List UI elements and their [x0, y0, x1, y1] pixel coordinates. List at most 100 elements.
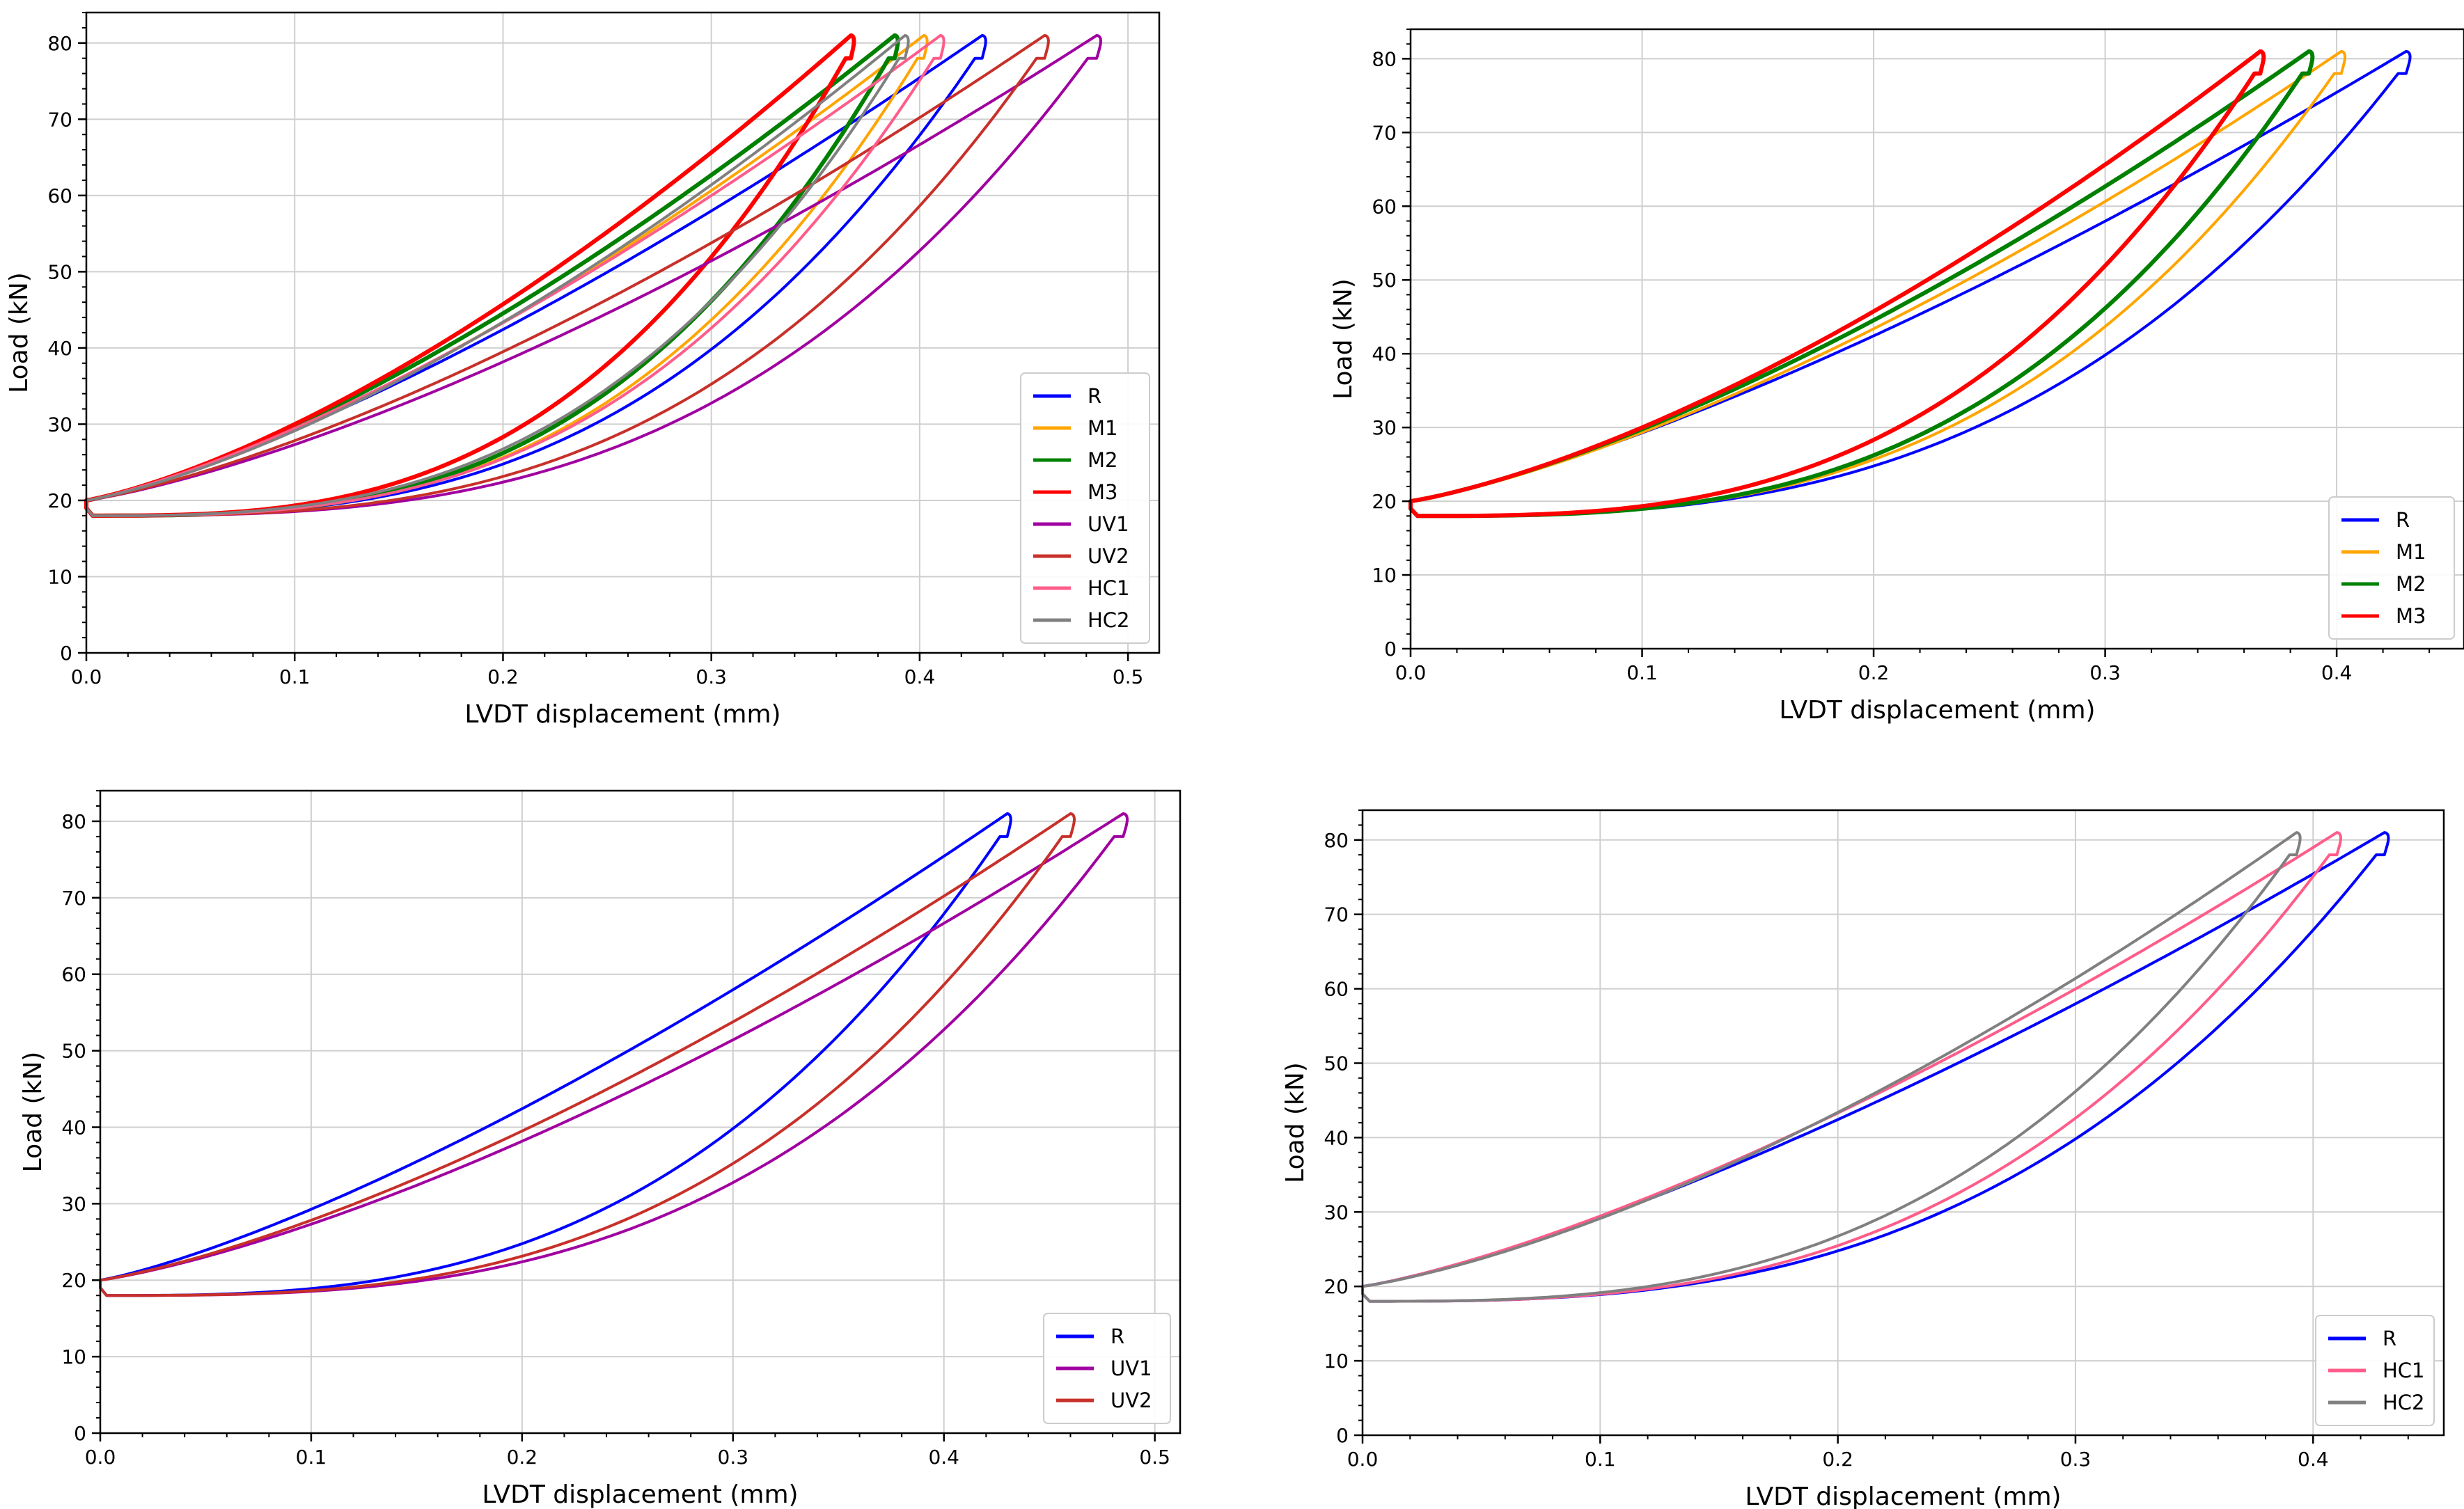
legend-box: [1020, 372, 1150, 644]
series-line-r: [99, 812, 1012, 1297]
y-axis-label: Load (kN): [19, 1052, 47, 1173]
x-tick-label: 0.1: [279, 665, 311, 688]
y-tick-label: 0: [1384, 638, 1397, 661]
series-line-m3: [1408, 49, 2266, 519]
legend-label-hc2: HC2: [2383, 1391, 2425, 1414]
series-line-hc2: [85, 33, 910, 517]
y-tick-label: 30: [47, 413, 72, 436]
legend: R UV1 UV2: [1043, 1313, 1171, 1424]
y-tick-label: 70: [47, 108, 72, 131]
axes-frame: [99, 789, 1182, 1435]
x-tick-label: 0.2: [507, 1446, 538, 1469]
y-tick-label: 30: [1324, 1201, 1349, 1224]
legend-label-r: R: [1111, 1325, 1124, 1348]
series-line-r: [85, 33, 987, 517]
y-tick-label: 10: [61, 1345, 86, 1368]
y-tick-label: 30: [1372, 416, 1397, 439]
x-tick-label: 0.4: [904, 665, 936, 688]
x-axis-label: LVDT displacement (mm): [464, 700, 780, 729]
x-tick-label: 0.1: [1585, 1448, 1616, 1471]
y-tick-label: 40: [1324, 1126, 1349, 1149]
series-line-hc2: [1361, 831, 2302, 1303]
legend-label-m1: M1: [1088, 416, 1117, 440]
legend-label-uv2: UV2: [1088, 544, 1129, 568]
series-group: [1408, 49, 2412, 519]
chart-panel-r-uv-series: 0.0 0.1 0.2 0.3 0.4 0.5 0 10 20 30 40 50 60 70 80 LVDT …: [19, 789, 1182, 1509]
y-tick-label: 80: [61, 810, 86, 833]
legend: R M1 M2 M3: [2328, 496, 2455, 640]
x-tick-label: 0.4: [2298, 1448, 2329, 1471]
legend-label-m3: M3: [2396, 604, 2426, 628]
y-tick-label: 80: [1324, 829, 1349, 852]
y-tick-label: 50: [61, 1040, 86, 1063]
x-tick-label: 0.1: [1626, 661, 1658, 684]
y-tick-label: 70: [1372, 121, 1397, 144]
series-line-uv2: [85, 33, 1050, 517]
y-tick-label: 10: [1324, 1350, 1349, 1373]
x-axis-label: LVDT displacement (mm): [1745, 1483, 2061, 1509]
x-axis-label: LVDT displacement (mm): [1779, 696, 2095, 725]
x-tick-label: 0.3: [718, 1446, 749, 1469]
series-line-uv2: [99, 812, 1076, 1297]
legend-label-hc1: HC1: [1088, 576, 1130, 600]
y-tick-label: 20: [61, 1269, 86, 1292]
series-line-uv1: [99, 812, 1129, 1297]
legend-label-m1: M1: [2396, 540, 2426, 564]
y-tick-label: 70: [1324, 903, 1349, 926]
legend: R HC1 HC2: [2315, 1315, 2435, 1426]
y-tick-label: 60: [61, 963, 86, 986]
x-tick-label: 0.0: [85, 1446, 116, 1469]
legend-label-m2: M2: [2396, 572, 2426, 596]
y-tick-label: 50: [1372, 269, 1397, 292]
legend: R M1 M2 M3 UV1 UV2 HC1 HC2: [1020, 372, 1150, 644]
y-tick-label: 30: [61, 1192, 86, 1215]
x-tick-label: 0.3: [696, 665, 727, 688]
chart-panel-r-hc-series: 0.0 0.1 0.2 0.3 0.4 0 10 20 30 40 50 60 70 80 LVDT dis…: [1281, 809, 2445, 1509]
x-tick-label: 0.1: [296, 1446, 327, 1469]
y-tick-label: 80: [47, 32, 72, 55]
y-tick-label: 60: [1324, 978, 1349, 1001]
series-group: [99, 812, 1129, 1297]
x-tick-label: 0.0: [1395, 661, 1427, 684]
series-group: [1361, 831, 2390, 1303]
x-tick-label: 0.4: [928, 1446, 959, 1469]
series-group: [84, 33, 1102, 518]
y-tick-label: 40: [61, 1116, 86, 1139]
x-tick-label: 0.2: [1858, 661, 1890, 684]
y-tick-label: 60: [47, 184, 72, 207]
legend-label-r: R: [1088, 384, 1101, 408]
x-tick-label: 0.2: [1822, 1448, 1853, 1471]
y-tick-label: 40: [1372, 342, 1397, 365]
legend-label-hc2: HC2: [1088, 608, 1130, 632]
legend-label-m2: M2: [1088, 448, 1117, 472]
y-tick-label: 50: [47, 260, 72, 283]
chart-panel-r-m-series: 0.0 0.1 0.2 0.3 0.4 0 10 20 30 40 50 60 70 80 LVDT dis…: [1329, 28, 2464, 725]
y-axis-label: Load (kN): [1281, 1062, 1310, 1183]
x-tick-label: 0.5: [1139, 1446, 1170, 1469]
legend-label-uv2: UV2: [1111, 1389, 1152, 1412]
legend-label-r: R: [2383, 1327, 2396, 1350]
x-tick-label: 0.0: [1347, 1448, 1379, 1471]
x-tick-label: 0.2: [487, 665, 519, 688]
y-tick-label: 80: [1372, 47, 1397, 70]
x-axis-label: LVDT displacement (mm): [482, 1480, 798, 1509]
axes-frame: [85, 11, 1161, 654]
axes-frame: [1409, 28, 2464, 650]
y-tick-label: 20: [1372, 490, 1397, 513]
series-line-r: [1409, 49, 2412, 518]
y-tick-label: 70: [61, 887, 86, 910]
x-tick-label: 0.5: [1113, 665, 1144, 688]
series-line-m3: [84, 33, 856, 518]
y-tick-label: 20: [47, 489, 72, 512]
legend-box: [2328, 496, 2455, 640]
x-tick-label: 0.3: [2089, 661, 2121, 684]
x-tick-label: 0.0: [71, 665, 102, 688]
legend-label-m3: M3: [1088, 480, 1117, 504]
y-tick-label: 60: [1372, 195, 1397, 218]
y-tick-label: 0: [1336, 1424, 1349, 1447]
legend-box: [2315, 1315, 2435, 1426]
axes-frame: [1361, 809, 2445, 1437]
y-tick-label: 20: [1324, 1275, 1349, 1298]
y-tick-label: 40: [47, 337, 72, 360]
x-tick-label: 0.3: [2060, 1448, 2092, 1471]
